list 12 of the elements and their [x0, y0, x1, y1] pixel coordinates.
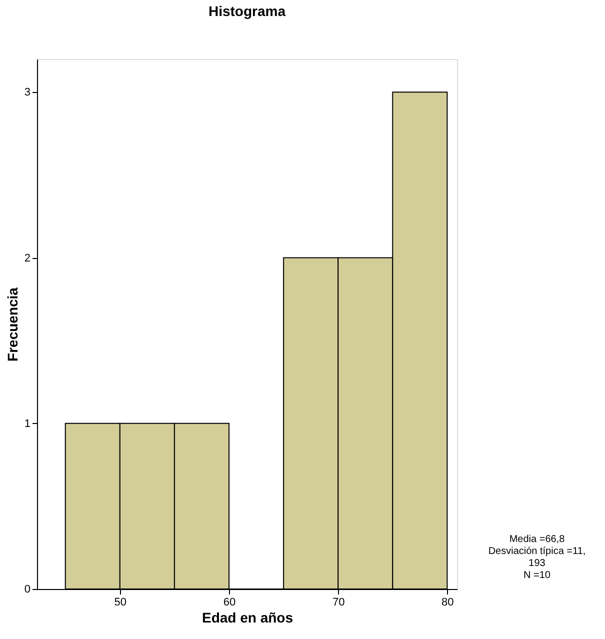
x-axis-title: Edad en años: [202, 610, 294, 626]
x-tick-label: 80: [442, 596, 454, 608]
y-tick-label: 0: [24, 584, 30, 596]
y-axis-title: Frecuencia: [4, 287, 20, 362]
x-tick-label: 60: [223, 596, 236, 608]
y-tick-label: 3: [24, 86, 30, 99]
y-tick-label: 1: [24, 418, 30, 430]
chart-title: Histograma: [208, 3, 286, 19]
x-tick-label: 70: [332, 596, 345, 608]
text: Media =66,8 Desviación típica =11, 193 N =10: [488, 534, 586, 581]
x-tick-label: 50: [114, 596, 127, 608]
y-tick-label: 2: [24, 252, 30, 264]
